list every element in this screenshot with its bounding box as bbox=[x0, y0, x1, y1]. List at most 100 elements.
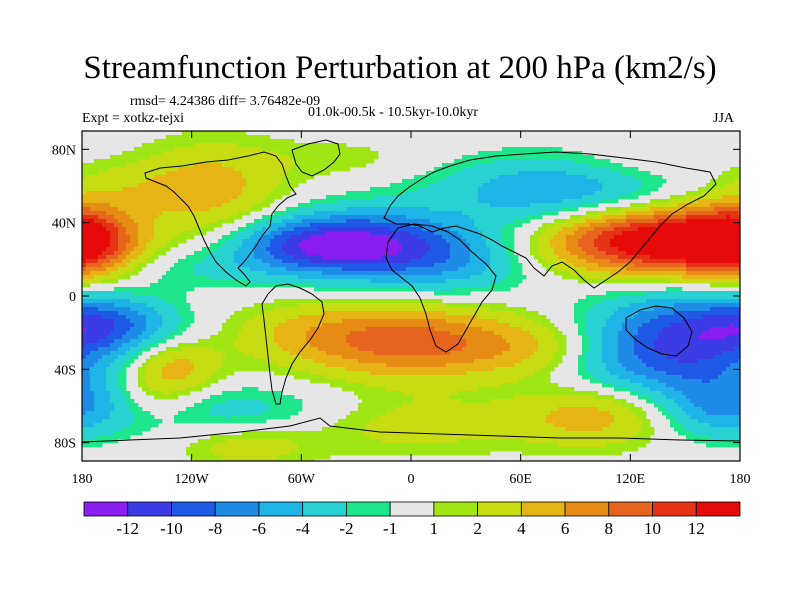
field-cell bbox=[366, 263, 371, 268]
field-cell bbox=[82, 207, 87, 212]
field-cell bbox=[614, 267, 619, 272]
field-cell bbox=[614, 183, 619, 188]
field-cell bbox=[338, 159, 343, 164]
field-cell bbox=[82, 239, 87, 244]
field-cell bbox=[98, 223, 103, 228]
field-cell bbox=[554, 255, 559, 260]
field-cell bbox=[182, 259, 187, 264]
field-cell bbox=[342, 143, 347, 148]
field-cell bbox=[518, 147, 523, 152]
field-cell bbox=[390, 271, 395, 276]
field-cell bbox=[378, 235, 383, 240]
field-cell bbox=[198, 207, 203, 212]
field-cell bbox=[186, 183, 191, 188]
field-cell bbox=[250, 151, 255, 156]
field-cell bbox=[370, 255, 375, 260]
field-cell bbox=[402, 203, 407, 208]
field-cell bbox=[194, 163, 199, 168]
field-cell bbox=[650, 219, 655, 224]
field-cell bbox=[570, 251, 575, 256]
field-cell bbox=[146, 143, 151, 148]
field-cell bbox=[278, 227, 283, 232]
field-cell bbox=[466, 263, 471, 268]
field-cell bbox=[662, 215, 667, 220]
field-cell bbox=[146, 239, 151, 244]
field-cell bbox=[322, 283, 327, 288]
field-cell bbox=[494, 211, 499, 216]
field-cell bbox=[322, 275, 327, 280]
field-cell bbox=[154, 287, 159, 292]
field-cell bbox=[162, 143, 167, 148]
field-cell bbox=[262, 279, 267, 284]
field-cell bbox=[634, 239, 639, 244]
field-cell bbox=[454, 243, 459, 248]
field-cell bbox=[314, 251, 319, 256]
field-cell bbox=[602, 191, 607, 196]
field-cell bbox=[110, 231, 115, 236]
field-cell bbox=[422, 179, 427, 184]
field-cell bbox=[618, 255, 623, 260]
field-cell bbox=[422, 263, 427, 268]
field-cell bbox=[186, 155, 191, 160]
field-cell bbox=[94, 247, 99, 252]
field-cell bbox=[462, 179, 467, 184]
field-cell bbox=[582, 223, 587, 228]
field-cell bbox=[434, 179, 439, 184]
field-cell bbox=[118, 183, 123, 188]
field-cell bbox=[106, 255, 111, 260]
field-cell bbox=[286, 183, 291, 188]
field-cell bbox=[398, 279, 403, 284]
field-cell bbox=[286, 227, 291, 232]
field-cell bbox=[386, 243, 391, 248]
field-cell bbox=[210, 191, 215, 196]
field-cell bbox=[318, 171, 323, 176]
field-cell bbox=[86, 259, 91, 264]
field-cell bbox=[122, 211, 127, 216]
field-cell bbox=[182, 207, 187, 212]
field-cell bbox=[710, 183, 715, 188]
field-cell bbox=[426, 255, 431, 260]
field-cell bbox=[214, 195, 219, 200]
field-cell bbox=[230, 263, 235, 268]
field-cell bbox=[574, 203, 579, 208]
field-cell bbox=[222, 211, 227, 216]
field-cell bbox=[250, 135, 255, 140]
field-cell bbox=[122, 267, 127, 272]
field-cell bbox=[578, 255, 583, 260]
field-cell bbox=[274, 163, 279, 168]
field-cell bbox=[558, 231, 563, 236]
field-cell bbox=[518, 179, 523, 184]
field-cell bbox=[418, 267, 423, 272]
field-cell bbox=[634, 171, 639, 176]
field-cell bbox=[170, 267, 175, 272]
field-cell bbox=[322, 231, 327, 236]
field-cell bbox=[446, 215, 451, 220]
field-cell bbox=[658, 183, 663, 188]
field-cell bbox=[442, 199, 447, 204]
field-cell bbox=[562, 247, 567, 252]
field-cell bbox=[254, 247, 259, 252]
field-cell bbox=[218, 183, 223, 188]
field-cell bbox=[334, 263, 339, 268]
field-cell bbox=[146, 163, 151, 168]
field-cell bbox=[486, 187, 491, 192]
field-cell bbox=[702, 203, 707, 208]
field-cell bbox=[310, 219, 315, 224]
field-cell bbox=[298, 263, 303, 268]
field-cell bbox=[454, 227, 459, 232]
field-cell bbox=[574, 271, 579, 276]
field-cell bbox=[662, 207, 667, 212]
field-cell bbox=[98, 167, 103, 172]
field-cell bbox=[442, 195, 447, 200]
field-cell bbox=[414, 243, 419, 248]
field-cell bbox=[254, 195, 259, 200]
field-cell bbox=[738, 239, 741, 244]
field-cell bbox=[266, 255, 271, 260]
field-cell bbox=[482, 251, 487, 256]
field-cell bbox=[722, 171, 727, 176]
field-cell bbox=[434, 263, 439, 268]
field-cell bbox=[598, 179, 603, 184]
field-cell bbox=[174, 191, 179, 196]
field-cell bbox=[666, 275, 671, 280]
field-cell bbox=[510, 215, 515, 220]
